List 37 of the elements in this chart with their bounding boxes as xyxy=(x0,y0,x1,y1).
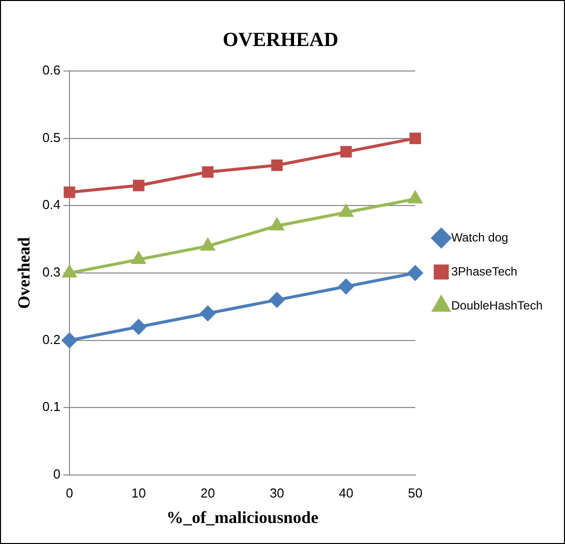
point xyxy=(271,160,283,172)
x-tick-label: 10 xyxy=(131,485,146,500)
y-axis-title: Overhead xyxy=(14,236,34,309)
point xyxy=(202,166,214,178)
point xyxy=(410,132,421,144)
chart-title: OVERHEAD xyxy=(222,29,338,52)
y-tick-label: 0.1 xyxy=(42,399,60,414)
point xyxy=(339,204,353,217)
point xyxy=(64,186,76,198)
point xyxy=(131,319,146,334)
y-tick-label: 0.4 xyxy=(42,197,60,212)
point xyxy=(132,180,144,192)
point xyxy=(340,146,352,158)
legend-label: 3PhaseTech xyxy=(451,264,518,278)
point xyxy=(338,278,354,294)
legend-label: DoubleHashTech xyxy=(451,298,543,312)
point xyxy=(62,266,76,278)
y-tick-label: 0.3 xyxy=(42,264,60,280)
point xyxy=(62,332,77,348)
y-tick-label: 0.5 xyxy=(42,130,60,145)
point xyxy=(270,218,284,230)
y-tick-label: 0.2 xyxy=(42,332,60,347)
x-tick-label: 30 xyxy=(270,485,284,500)
x-tick-label: 50 xyxy=(408,485,422,500)
point xyxy=(201,238,214,251)
legend-label: Watch dog xyxy=(451,230,508,244)
point xyxy=(408,191,422,204)
y-tick-label: 0 xyxy=(53,466,60,482)
x-axis-title: %_of_maliciousnode xyxy=(166,508,319,528)
x-tick-label: 40 xyxy=(338,485,354,500)
x-tick-label: 0 xyxy=(66,485,74,500)
x-tick-label: 20 xyxy=(200,485,216,500)
point xyxy=(408,266,423,280)
point xyxy=(269,292,284,308)
y-tick-label: 0.6 xyxy=(42,62,60,78)
point xyxy=(200,306,216,321)
point xyxy=(132,252,146,264)
